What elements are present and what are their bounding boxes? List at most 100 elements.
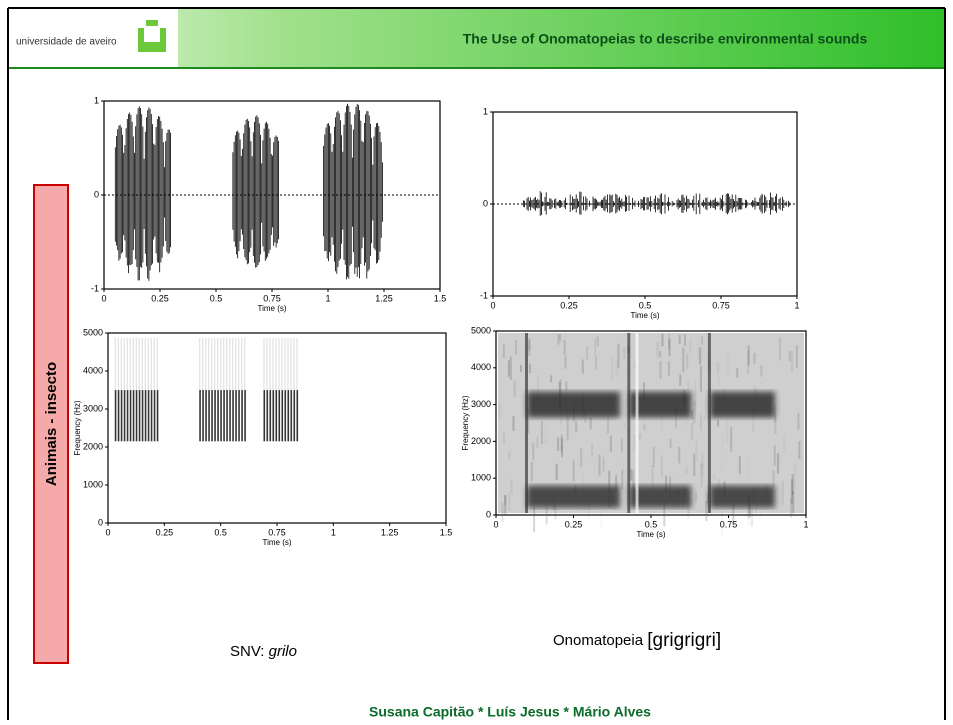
x-tick-label: 0.75 — [712, 300, 730, 310]
spectrogram-noise — [598, 454, 601, 476]
spectrogram-noise — [509, 356, 512, 380]
spectrogram-streak — [263, 390, 266, 442]
caption-prefix: Onomatopeia — [553, 632, 644, 649]
spectrogram-noise — [699, 414, 702, 431]
spectrogram-streak — [235, 390, 237, 442]
spectrogram-noise — [678, 334, 681, 344]
waveform — [523, 191, 791, 216]
spectrogram-noise — [615, 360, 618, 377]
spectrogram-noise — [566, 414, 569, 441]
spectrogram-streak — [123, 338, 125, 392]
spectrogram-streak — [202, 338, 204, 392]
spectrogram-streak — [135, 390, 138, 442]
x-tick-label: 0.25 — [151, 293, 169, 303]
spectrogram-streak — [278, 338, 280, 392]
spectrogram-noise — [781, 481, 784, 505]
spectrogram-noise — [659, 350, 662, 358]
spectrogram-streak — [281, 390, 284, 442]
spectrogram-noise — [693, 401, 696, 423]
spectrogram-streak — [223, 338, 225, 392]
spectrogram-noise — [529, 363, 532, 374]
spectrogram-noise — [550, 375, 553, 383]
x-tick-label: 1.5 — [434, 293, 447, 303]
spectrogram-streak — [205, 338, 207, 392]
spectrogram-noise — [602, 457, 605, 472]
spectrogram-noise — [532, 442, 535, 461]
spectrogram-streak — [199, 390, 201, 442]
spectrogram-streak — [290, 338, 292, 392]
spectrogram-noise — [632, 470, 635, 492]
spectrogram-noise — [788, 350, 791, 362]
spectrogram-noise — [563, 339, 566, 355]
spectrogram-streak — [126, 338, 128, 392]
logo-area — [8, 8, 178, 68]
spectrogram-noise — [699, 366, 702, 392]
spectrogram-noise — [722, 432, 724, 450]
spectrogram-noise — [790, 479, 793, 505]
spectrogram-noise — [606, 417, 609, 434]
spectrogram-noise — [691, 410, 694, 420]
spectrogram-streak — [217, 338, 219, 392]
spectrogram-noise — [694, 492, 697, 502]
spectrogram-streak — [226, 338, 228, 392]
spectrogram-onset — [525, 333, 528, 513]
side-label-box — [33, 184, 69, 664]
spectrogram-noise — [498, 403, 501, 418]
spectrogram-streak — [220, 390, 222, 442]
side-label: Animais - insecto — [43, 362, 60, 486]
spectrogram-streak — [238, 390, 240, 442]
spectrogram-noise — [634, 435, 637, 450]
spectrogram-formant — [629, 391, 692, 418]
spectrogram-streak — [129, 338, 131, 392]
spectrogram-streak — [150, 338, 152, 392]
spectrogram-noise — [623, 421, 626, 428]
spectrogram-streak — [156, 338, 158, 392]
spectrogram-noise — [720, 510, 723, 537]
spectrogram-formant — [527, 391, 620, 418]
spectrogram-noise — [508, 451, 511, 459]
spectrogram-streak — [132, 390, 135, 442]
x-tick-label: 1.25 — [381, 527, 399, 537]
spectrogram-formant — [527, 485, 620, 508]
spectrogram-noise — [791, 350, 794, 373]
x-tick-label: 1.25 — [375, 293, 393, 303]
spectrogram-streak — [141, 390, 144, 442]
x-tick-label: 0 — [493, 519, 498, 529]
spectrogram-noise — [661, 333, 664, 347]
spectrogram-noise — [625, 476, 627, 498]
spectrogram-noise — [502, 344, 505, 359]
spectrogram-streak — [214, 338, 216, 392]
spectrogram-formant — [629, 485, 692, 508]
x-tick-label: 0.75 — [263, 293, 281, 303]
spectrogram-noise — [738, 456, 741, 475]
spectrogram-streak — [114, 338, 116, 392]
spectrogram-streak — [266, 390, 269, 442]
spectrogram-noise — [778, 446, 781, 470]
y-tick-label: 3000 — [471, 399, 491, 409]
spectrogram-streak — [266, 338, 268, 392]
y-tick-label: -1 — [91, 283, 99, 293]
spectrogram-streak — [117, 338, 119, 392]
spectrogram-noise — [699, 347, 702, 365]
y-tick-label: 4000 — [83, 365, 103, 375]
y-tick-label: 1 — [94, 95, 99, 105]
spectrogram-noise — [633, 459, 635, 470]
spectrogram-noise — [678, 447, 681, 464]
spectrogram-streak — [138, 390, 141, 442]
spectrogram-streak — [211, 390, 213, 442]
spectrogram-noise — [564, 355, 567, 369]
spectrogram-noise — [586, 346, 589, 360]
spectrogram-noise — [557, 334, 560, 345]
spectrogram-noise — [623, 347, 626, 360]
spectrogram-noise — [513, 380, 516, 397]
spectrogram-noise — [773, 445, 776, 466]
spectrogram-noise — [555, 463, 558, 481]
spectrogram-onset — [627, 333, 631, 513]
spectrogram-noise — [760, 365, 763, 377]
spectrogram-formant — [709, 391, 775, 418]
spectrogram-noise — [686, 353, 689, 370]
spectrogram-noise — [589, 417, 592, 430]
spectrogram-streak — [138, 338, 140, 392]
spectrogram-streak — [132, 338, 134, 392]
spectrogram-noise — [504, 495, 507, 516]
